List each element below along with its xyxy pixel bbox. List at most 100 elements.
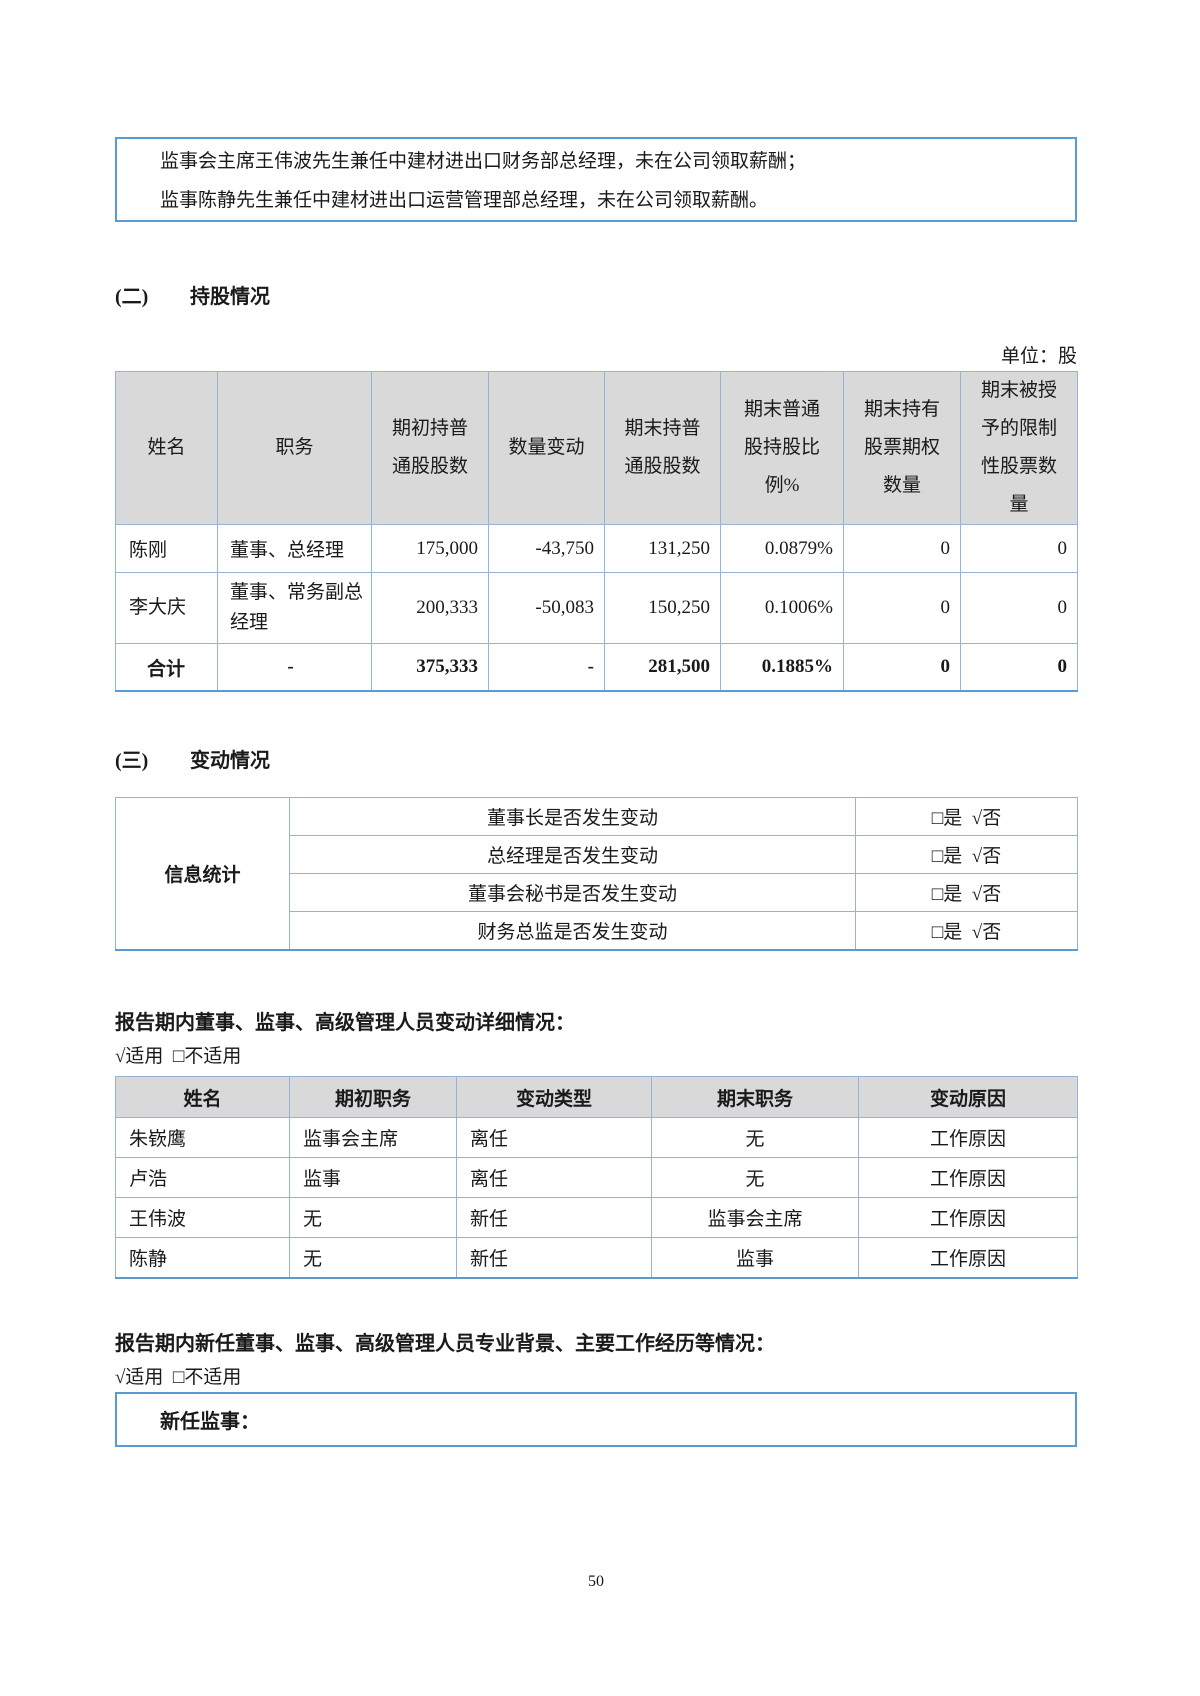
applicable-line: √适用 □不适用 xyxy=(115,1046,242,1067)
cell-question: 董事长是否发生变动 xyxy=(289,797,856,836)
cell-name: 李大庆 xyxy=(115,572,218,644)
cell-end-position: 监事会主席 xyxy=(651,1197,859,1238)
changes-header-row: 姓名 期初职务 变动类型 期末职务 变动原因 xyxy=(115,1076,1078,1118)
cell-name: 朱嵚鹰 xyxy=(115,1117,290,1158)
cell-end-position: 无 xyxy=(651,1117,859,1158)
cell-reason: 工作原因 xyxy=(858,1157,1078,1198)
cell-options: 0 xyxy=(843,572,961,644)
note-line: 监事会主席王伟波先生兼任中建材进出口财务部总经理，未在公司领取薪酬； xyxy=(160,151,807,172)
holdings-header-options: 期末持有股票期权数量 xyxy=(843,371,961,525)
section-title: 持股情况 xyxy=(190,286,270,308)
cell-change: - xyxy=(488,643,605,692)
section-title: 变动情况 xyxy=(190,750,270,772)
changes-row: 陈静 无 新任 监事 工作原因 xyxy=(115,1237,1078,1279)
cell-end-shares: 131,250 xyxy=(604,524,721,573)
cell-answer: □是 √否 xyxy=(855,797,1078,836)
cell-question: 董事会秘书是否发生变动 xyxy=(289,873,856,912)
cell-end-position: 监事 xyxy=(651,1237,859,1279)
changes-header-end-position: 期末职务 xyxy=(651,1076,859,1118)
cell-name: 陈静 xyxy=(115,1237,290,1279)
cell-end-shares: 150,250 xyxy=(604,572,721,644)
cell-change-type: 离任 xyxy=(456,1117,652,1158)
cell-begin-position: 无 xyxy=(289,1237,457,1279)
cell-restricted: 0 xyxy=(960,524,1078,573)
changes-header-change-type: 变动类型 xyxy=(456,1076,652,1118)
cell-end-position: 无 xyxy=(651,1157,859,1198)
holdings-total-row: 合计 - 375,333 - 281,500 0.1885% 0 0 xyxy=(115,643,1078,692)
unit-label: 单位：股 xyxy=(1000,346,1077,367)
cell-begin-position: 无 xyxy=(289,1197,457,1238)
cell-change-type: 离任 xyxy=(456,1157,652,1198)
cell-answer: □是 √否 xyxy=(855,911,1078,951)
personnel-changes-table: 姓名 期初职务 变动类型 期末职务 变动原因 朱嵚鹰 监事会主席 离任 无 工作… xyxy=(115,1076,1078,1279)
changes-header-name: 姓名 xyxy=(115,1076,290,1118)
cell-total-label: 合计 xyxy=(115,643,218,692)
cell-end-shares: 281,500 xyxy=(604,643,721,692)
changes-row: 朱嵚鹰 监事会主席 离任 无 工作原因 xyxy=(115,1117,1078,1158)
page-number: 50 xyxy=(588,1573,604,1590)
applicable-line: √适用 □不适用 xyxy=(115,1367,242,1388)
section-heading-holdings: (二) 持股情况 xyxy=(115,285,1077,309)
page-content: 监事会主席王伟波先生兼任中建材进出口财务部总经理，未在公司领取薪酬； 监事陈静先… xyxy=(115,0,1078,1592)
background-heading: 报告期内新任董事、监事、高级管理人员专业背景、主要工作经历等情况： xyxy=(115,1333,775,1355)
holdings-header-end-shares: 期末持普通股股数 xyxy=(604,371,721,525)
changes-row: 卢浩 监事 离任 无 工作原因 xyxy=(115,1157,1078,1198)
holdings-table: 姓名 职务 期初持普通股股数 数量变动 期末持普通股股数 期末普通股持股比例% … xyxy=(115,371,1078,692)
cell-change-type: 新任 xyxy=(456,1197,652,1238)
cell-change: -43,750 xyxy=(488,524,605,573)
cell-change: -50,083 xyxy=(488,572,605,644)
changes-header-reason: 变动原因 xyxy=(858,1076,1078,1118)
holdings-header-ratio: 期末普通股持股比例% xyxy=(720,371,844,525)
info-row: 财务总监是否发生变动 □是 √否 xyxy=(116,911,1078,951)
holdings-header-name: 姓名 xyxy=(115,371,218,525)
cell-restricted: 0 xyxy=(960,643,1078,692)
cell-begin-position: 监事 xyxy=(289,1157,457,1198)
detail-changes-heading: 报告期内董事、监事、高级管理人员变动详细情况： xyxy=(115,1012,575,1034)
section-number: (二) xyxy=(115,286,149,308)
cell-name: 王伟波 xyxy=(115,1197,290,1238)
cell-name: 卢浩 xyxy=(115,1157,290,1198)
cell-ratio: 0.0879% xyxy=(720,524,844,573)
cell-begin-shares: 375,333 xyxy=(371,643,489,692)
cell-name: 陈刚 xyxy=(115,524,218,573)
cell-reason: 工作原因 xyxy=(858,1117,1078,1158)
cell-reason: 工作原因 xyxy=(858,1197,1078,1238)
holdings-header-position: 职务 xyxy=(217,371,372,525)
holdings-row: 陈刚 董事、总经理 175,000 -43,750 131,250 0.0879… xyxy=(115,524,1078,573)
cell-ratio: 0.1006% xyxy=(720,572,844,644)
cell-question: 财务总监是否发生变动 xyxy=(289,911,856,951)
cell-begin-position: 监事会主席 xyxy=(289,1117,457,1158)
cell-options: 0 xyxy=(843,524,961,573)
cell-begin-shares: 175,000 xyxy=(371,524,489,573)
supervisor-note-box: 监事会主席王伟波先生兼任中建材进出口财务部总经理，未在公司领取薪酬； 监事陈静先… xyxy=(115,137,1077,222)
section-number: (三) xyxy=(115,750,149,772)
info-row: 董事会秘书是否发生变动 □是 √否 xyxy=(116,873,1078,912)
changes-header-begin-position: 期初职务 xyxy=(289,1076,457,1118)
info-row: 信息统计 董事长是否发生变动 □是 √否 xyxy=(115,797,1078,951)
holdings-header-change: 数量变动 xyxy=(488,371,605,525)
cell-change-type: 新任 xyxy=(456,1237,652,1279)
cell-question: 总经理是否发生变动 xyxy=(289,835,856,874)
cell-position: - xyxy=(217,643,372,692)
cell-position: 董事、总经理 xyxy=(217,524,372,573)
section-heading-changes: (三) 变动情况 xyxy=(115,749,1077,773)
cell-ratio: 0.1885% xyxy=(720,643,844,692)
cell-answer: □是 √否 xyxy=(855,835,1078,874)
cell-answer: □是 √否 xyxy=(855,873,1078,912)
holdings-row: 李大庆 董事、常务副总经理 200,333 -50,083 150,250 0.… xyxy=(115,572,1078,644)
info-statistics-table: 信息统计 董事长是否发生变动 □是 √否 总经理是否发生变动 □是 √否 董事会… xyxy=(115,797,1078,951)
new-supervisor-box: 新任监事： xyxy=(115,1392,1077,1447)
note-line: 监事陈静先生兼任中建材进出口运营管理部总经理，未在公司领取薪酬。 xyxy=(160,190,769,211)
cell-reason: 工作原因 xyxy=(858,1237,1078,1279)
info-row: 总经理是否发生变动 □是 √否 xyxy=(116,835,1078,874)
holdings-header-begin-shares: 期初持普通股股数 xyxy=(371,371,489,525)
cell-begin-shares: 200,333 xyxy=(371,572,489,644)
changes-row: 王伟波 无 新任 监事会主席 工作原因 xyxy=(115,1197,1078,1238)
cell-restricted: 0 xyxy=(960,572,1078,644)
info-stats-label: 信息统计 xyxy=(115,797,290,951)
new-supervisor-label: 新任监事： xyxy=(160,1411,260,1433)
holdings-header-row: 姓名 职务 期初持普通股股数 数量变动 期末持普通股股数 期末普通股持股比例% … xyxy=(115,371,1078,525)
holdings-header-restricted: 期末被授予的限制性股票数量 xyxy=(960,371,1078,525)
cell-options: 0 xyxy=(843,643,961,692)
